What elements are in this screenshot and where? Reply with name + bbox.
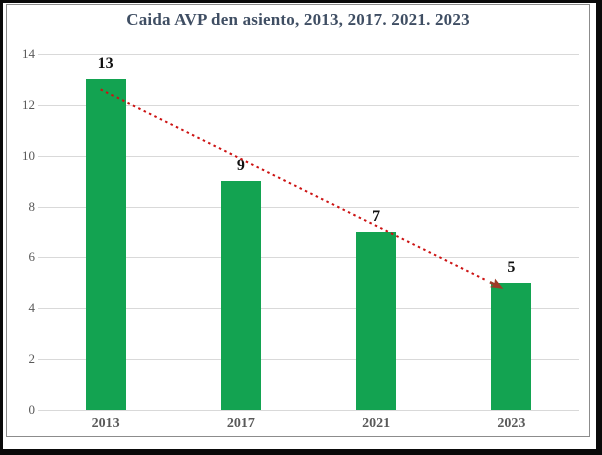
bar	[85, 79, 126, 410]
bar-value-label: 9	[236, 157, 245, 175]
x-axis-tick-label: 2017	[226, 416, 255, 431]
x-axis-tick-label: 2023	[497, 416, 526, 431]
gridline	[38, 359, 579, 361]
trendline-dotted	[100, 88, 486, 281]
x-axis-tick-label: 2021	[362, 416, 391, 431]
plot-area: 0 2 4 6 8 10 12 14 13 2013 9 2017 7 2021 5 2023	[7, 5, 589, 436]
gridline	[38, 308, 579, 310]
y-axis-tick-label: 6	[28, 249, 36, 265]
bar-value-label: 13	[97, 55, 114, 73]
bar	[220, 181, 261, 410]
bar	[356, 232, 397, 410]
y-axis-tick-label: 2	[28, 351, 36, 367]
y-axis-tick-label: 4	[28, 300, 36, 316]
y-axis-tick-label: 14	[22, 46, 35, 61]
y-axis-tick-label: 12	[22, 96, 35, 112]
bar	[491, 282, 532, 410]
bar-value-label: 7	[372, 208, 381, 225]
y-axis-tick-label: 10	[22, 147, 35, 163]
bar-value-label: 5	[507, 258, 516, 276]
y-axis-tick-label: 0	[28, 402, 36, 417]
y-axis-tick-label: 8	[28, 198, 36, 214]
chart-area: Caida AVP den asiento, 2013, 2017. 2021.…	[6, 4, 590, 437]
chart-window: Caida AVP den asiento, 2013, 2017. 2021.…	[3, 3, 596, 449]
x-axis-tick-label: 2013	[91, 416, 120, 431]
gridline	[38, 54, 579, 55]
chart-title: Caida AVP den asiento, 2013, 2017. 2021.…	[126, 10, 470, 29]
gridline	[38, 410, 579, 411]
